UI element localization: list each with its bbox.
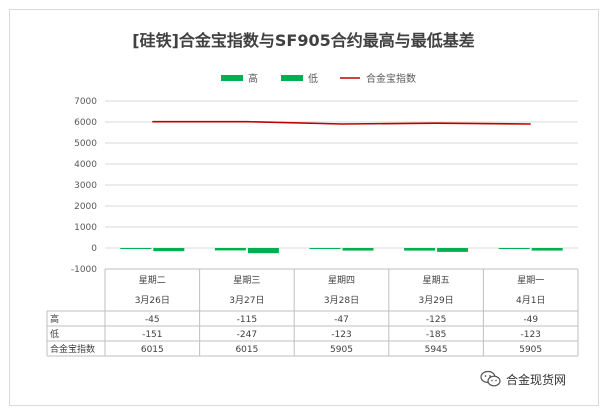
- y-tick-label: 3000: [74, 181, 97, 191]
- bar-high: [404, 248, 436, 251]
- y-tick-label: 6000: [74, 118, 97, 128]
- table-cell-value: 6015: [235, 345, 258, 355]
- bar-low: [247, 248, 279, 254]
- legend-label: 合金宝指数: [366, 72, 416, 85]
- y-tick-label: 7000: [74, 97, 97, 107]
- y-tick-label: 4000: [74, 160, 97, 170]
- table-cell-value: -247: [237, 330, 257, 340]
- data-table: 星期二 3月26日 星期三 3月27日 星期四 3月28日 星期五 3月29日 星期一 4月1日高…: [46, 268, 579, 357]
- bar-low: [437, 248, 469, 252]
- legend-label: 高: [248, 72, 258, 85]
- table-row-label: 高: [50, 313, 59, 325]
- chart-frame: [9, 9, 599, 406]
- bar-high: [498, 248, 530, 250]
- bar-low: [342, 248, 374, 251]
- category-day: 星期五: [423, 275, 450, 286]
- category-date: 3月28日: [324, 295, 359, 306]
- table-cell-value: 5905: [330, 345, 353, 355]
- category-date: 3月26日: [135, 295, 170, 306]
- bar-low: [153, 248, 185, 252]
- category-day: 星期四: [328, 275, 355, 286]
- y-tick-label: 1000: [74, 223, 97, 233]
- bar-low: [531, 248, 563, 251]
- wechat-icon: [480, 370, 501, 387]
- gridlines: [105, 100, 578, 270]
- table-cell-value: -151: [142, 330, 162, 340]
- category-date: 4月1日: [516, 295, 545, 306]
- line-series: [152, 120, 531, 125]
- y-tick-label: 0: [91, 244, 97, 254]
- y-tick-label: 2000: [74, 202, 97, 212]
- table-row-label: 低: [50, 328, 59, 340]
- legend: 高 低 合金宝指数: [221, 72, 416, 85]
- bar-high: [309, 248, 341, 249]
- table-cell-value: -49: [523, 315, 538, 325]
- bars: [120, 248, 563, 254]
- legend-swatch: [221, 75, 243, 81]
- category-day: 星期三: [233, 275, 260, 286]
- y-tick-label: 5000: [74, 139, 97, 149]
- category-date: 3月27日: [229, 295, 264, 306]
- table-row-label: 合金宝指数: [50, 343, 95, 355]
- table-cell-value: 5905: [519, 345, 542, 355]
- legend-label: 低: [308, 72, 318, 85]
- table-cell-value: -123: [331, 330, 351, 340]
- table-cell-value: -45: [145, 315, 160, 325]
- table-cell-value: -185: [426, 330, 446, 340]
- category-day: 星期一: [517, 275, 544, 286]
- table-cell-value: -115: [237, 315, 257, 325]
- bar-high: [214, 248, 246, 251]
- table-cell-value: 5945: [425, 345, 448, 355]
- table-cell-value: -125: [426, 315, 446, 325]
- y-tick-label: -1000: [71, 265, 97, 275]
- category-date: 3月29日: [419, 295, 454, 306]
- watermark: 合金现货网: [480, 370, 566, 388]
- category-day: 星期二: [139, 275, 166, 286]
- legend-swatch: [281, 75, 303, 81]
- table-cell-value: -47: [334, 315, 349, 325]
- bar-high: [120, 248, 152, 249]
- chart-title: [硅铁]合金宝指数与SF905合约最高与最低基差: [132, 31, 475, 50]
- table-cell-value: -123: [520, 330, 540, 340]
- watermark-text: 合金现货网: [506, 372, 567, 387]
- table-cell-value: 6015: [141, 345, 164, 355]
- y-axis-ticks: 7000 6000 5000 4000 3000 2000 1000 0 -1000: [71, 97, 97, 275]
